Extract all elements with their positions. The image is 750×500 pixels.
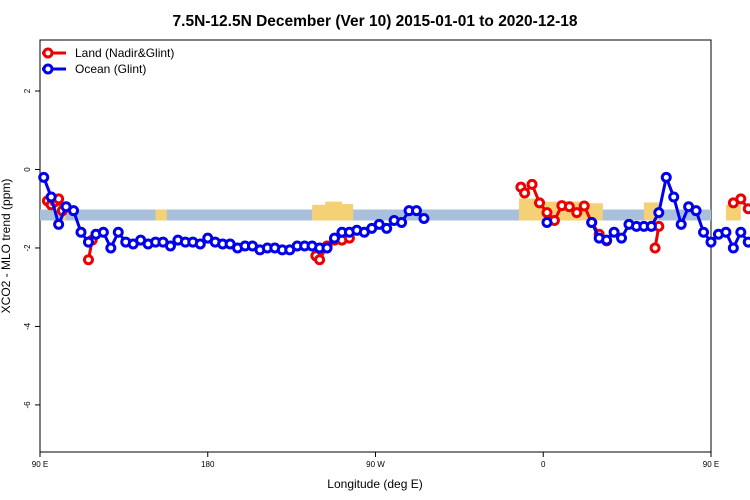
series-ocean-point-2-12 xyxy=(675,218,687,230)
reference-band-rect xyxy=(40,209,711,221)
series-ocean-point-0-9 xyxy=(105,242,117,254)
series-ocean-point-2-18 xyxy=(720,226,732,238)
series-land-point-5-1 xyxy=(735,193,747,205)
series-land-point-1-0 xyxy=(82,254,94,266)
x-tick-label-4: 90 E xyxy=(703,460,719,469)
y-axis: 2 0 -2 -4 -6 xyxy=(23,88,40,408)
series-land-point-3-9 xyxy=(578,200,590,212)
legend: Land (Nadir&Glint) Ocean (Glint) xyxy=(42,46,174,76)
series-ocean-point-2-10 xyxy=(660,171,672,183)
x-tick-label-3: 0 xyxy=(541,460,546,469)
series-land-point-3-8 xyxy=(571,207,583,219)
y-tick-label-0: 2 xyxy=(23,88,32,93)
series-ocean-point-2-21 xyxy=(742,236,750,248)
chart-title: 7.5N-12.5N December (Ver 10) 2015-01-01 … xyxy=(173,13,578,30)
y-tick-label-4: -6 xyxy=(23,401,32,409)
series-land-point-5-2 xyxy=(742,203,750,215)
legend-label-ocean: Ocean (Glint) xyxy=(75,62,146,76)
plot-frame xyxy=(39,39,712,453)
land-coverage-9 xyxy=(725,204,741,221)
series-ocean-point-0-46 xyxy=(381,222,393,234)
series-ocean-point-2-20 xyxy=(735,226,747,238)
series-land-point-3-1 xyxy=(519,187,531,199)
series-ocean-point-2-15 xyxy=(698,226,710,238)
series-land-point-3-3 xyxy=(534,197,546,209)
series-ocean-point-2-8 xyxy=(645,220,657,232)
series-ocean-point-0-51 xyxy=(418,213,430,225)
series-ocean-point-0-38 xyxy=(321,242,333,254)
x-tick-label-1: 180 xyxy=(201,460,215,469)
series-ocean-point-0-17 xyxy=(164,240,176,252)
series-ocean-point-2-4 xyxy=(616,232,628,244)
series-ocean-point-2-9 xyxy=(653,207,665,219)
series-ocean-point-0-4 xyxy=(68,205,80,217)
series-ocean-point-0-5 xyxy=(75,226,87,238)
legend-marker-ocean xyxy=(42,63,54,75)
series-ocean-point-0-0 xyxy=(38,171,50,183)
series-ocean xyxy=(38,171,750,256)
series-ocean-point-2-16 xyxy=(705,236,717,248)
series-ocean-point-0-50 xyxy=(411,205,423,217)
series-ocean-point-2-19 xyxy=(727,242,739,254)
series-ocean-point-0-39 xyxy=(328,232,340,244)
x-axis: 90 E 180 90 W 0 90 E xyxy=(32,452,719,469)
land-coverage-4 xyxy=(341,204,354,221)
y-tick-label-2: -2 xyxy=(23,244,32,252)
legend-marker-land xyxy=(42,47,54,59)
series-ocean-point-0-48 xyxy=(396,216,408,228)
series-ocean-point-0-2 xyxy=(53,218,65,230)
y-axis-label: XCO2 - MLO trend (ppm) xyxy=(0,179,13,314)
series-ocean-point-2-0 xyxy=(586,216,598,228)
x-axis-label: Longitude (deg E) xyxy=(327,477,422,491)
series-land-point-3-7 xyxy=(563,201,575,213)
series-ocean-point-2-11 xyxy=(668,191,680,203)
series-ocean-point-2-14 xyxy=(690,205,702,217)
series-ocean-point-2-3 xyxy=(608,226,620,238)
reference-band xyxy=(40,209,711,221)
series-land-point-3-2 xyxy=(526,178,538,190)
series-ocean-point-0-8 xyxy=(97,226,109,238)
series-ocean-point-0-1 xyxy=(45,191,57,203)
series-land-point-4-0 xyxy=(649,242,661,254)
series-land-point-3-4 xyxy=(541,207,553,219)
land-coverage-7 xyxy=(587,203,603,221)
series-layer xyxy=(38,171,750,266)
series-ocean-point-0-6 xyxy=(82,236,94,248)
series-ocean-point-0-21 xyxy=(194,238,206,250)
x-tick-label-2: 90 W xyxy=(366,460,385,469)
land-coverage-2 xyxy=(312,204,326,221)
y-tick-label-1: 0 xyxy=(23,167,32,172)
x-tick-label-0: 90 E xyxy=(32,460,48,469)
series-ocean-point-2-2 xyxy=(601,234,613,246)
land-coverage-1 xyxy=(155,209,167,221)
y-tick-label-3: -4 xyxy=(23,322,32,330)
series-land-point-2-1 xyxy=(314,254,326,266)
series-ocean-point-0-10 xyxy=(112,226,124,238)
legend-label-land: Land (Nadir&Glint) xyxy=(75,46,174,60)
series-ocean-point-1-0 xyxy=(541,216,553,228)
land-coverage-3 xyxy=(325,201,342,221)
